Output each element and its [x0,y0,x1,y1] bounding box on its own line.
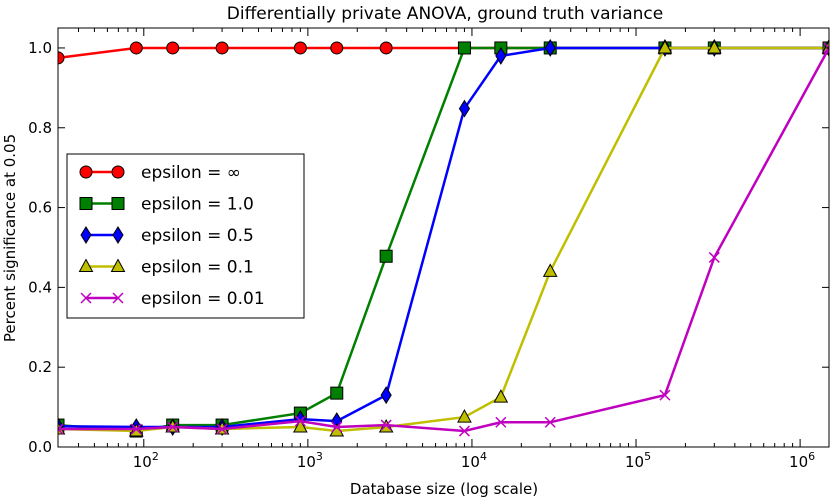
data-point-s0-2 [166,41,180,55]
chart-title: Differentially private ANOVA, ground tru… [227,4,663,24]
data-point-s0-0 [58,51,65,65]
data-point-s3-11 [706,39,722,54]
tick-layer: 0.0 0.2 0.4 0.6 0.8 1.0 102 103 104 105 106 [28,28,829,471]
x-tick-label-3: 105 [625,450,651,471]
data-point-s0-3 [215,41,229,55]
y-axis-label: Percent significance at 0.05 [1,134,19,342]
y-tick-label-5: 1.0 [28,39,52,57]
data-point-s4-4 [294,415,306,427]
y-tick-label-1: 0.2 [28,358,52,376]
data-point-s3-7 [457,409,472,423]
legend-label-3: epsilon = 0.1 [141,258,254,278]
data-point-s0-4 [293,41,307,55]
legend-label-2: epsilon = 0.5 [141,226,254,246]
data-point-s4-3 [216,423,228,435]
data-point-s4-12 [823,42,829,54]
y-tick-label-0: 0.0 [28,438,52,456]
data-point-s4-2 [167,421,179,433]
y-tick-label-3: 0.6 [28,199,52,217]
data-point-s3-4 [293,418,308,433]
data-point-s1-5 [330,386,344,400]
data-point-s4-8 [495,416,507,428]
data-point-s4-11 [708,251,720,263]
data-point-s0-6 [379,41,393,55]
data-point-s4-6 [380,419,392,431]
data-point-s3-10 [657,39,673,54]
y-tick-label-2: 0.4 [28,278,52,296]
x-tick-label-2: 104 [461,450,487,471]
legend-marker-left-2 [80,226,92,244]
legend-label-1: epsilon = 1.0 [141,195,254,215]
legend-marker-left-3 [78,258,94,272]
data-point-s2-8 [495,46,507,65]
data-point-s4-0 [58,423,64,435]
legend-marker-left-4 [80,292,92,304]
data-point-s1-6 [379,249,393,263]
x-axis-label: Database size (log scale) [350,480,538,498]
legend-label-4: epsilon = 0.01 [141,289,265,309]
data-point-s4-10 [659,389,671,401]
data-point-s3-8 [493,389,509,403]
data-point-s1-7 [457,41,471,55]
legend-marker-right-2 [112,226,124,244]
data-point-s3-9 [542,263,558,277]
y-tick-label-4: 0.8 [28,119,52,137]
data-point-s0-1 [129,41,143,55]
data-point-s4-5 [331,421,343,433]
legend-marker-left-1 [79,197,93,210]
x-tick-label-4: 106 [789,450,815,471]
series-layer [58,39,829,438]
legend-marker-right-1 [111,197,125,210]
plot-frame [57,27,830,448]
data-point-s4-1 [130,423,142,435]
data-point-s2-6 [380,386,392,405]
data-point-s2-7 [458,99,471,118]
x-tick-label-1: 103 [297,450,323,471]
legend-marker-right-0 [111,165,125,179]
legend-marker-left-0 [79,165,93,179]
data-point-s0-5 [330,41,344,55]
x-tick-label-0: 102 [133,450,159,471]
data-point-s4-9 [544,416,556,428]
legend-label-0: epsilon = ∞ [141,163,241,183]
data-point-s4-7 [458,425,470,437]
legend-marker-right-4 [112,292,124,304]
legend-marker-right-3 [110,258,126,272]
data-point-s2-9 [544,39,556,57]
legend: epsilon = ∞ epsilon = 1.0 epsilon = 0.5 eps… [66,153,305,319]
